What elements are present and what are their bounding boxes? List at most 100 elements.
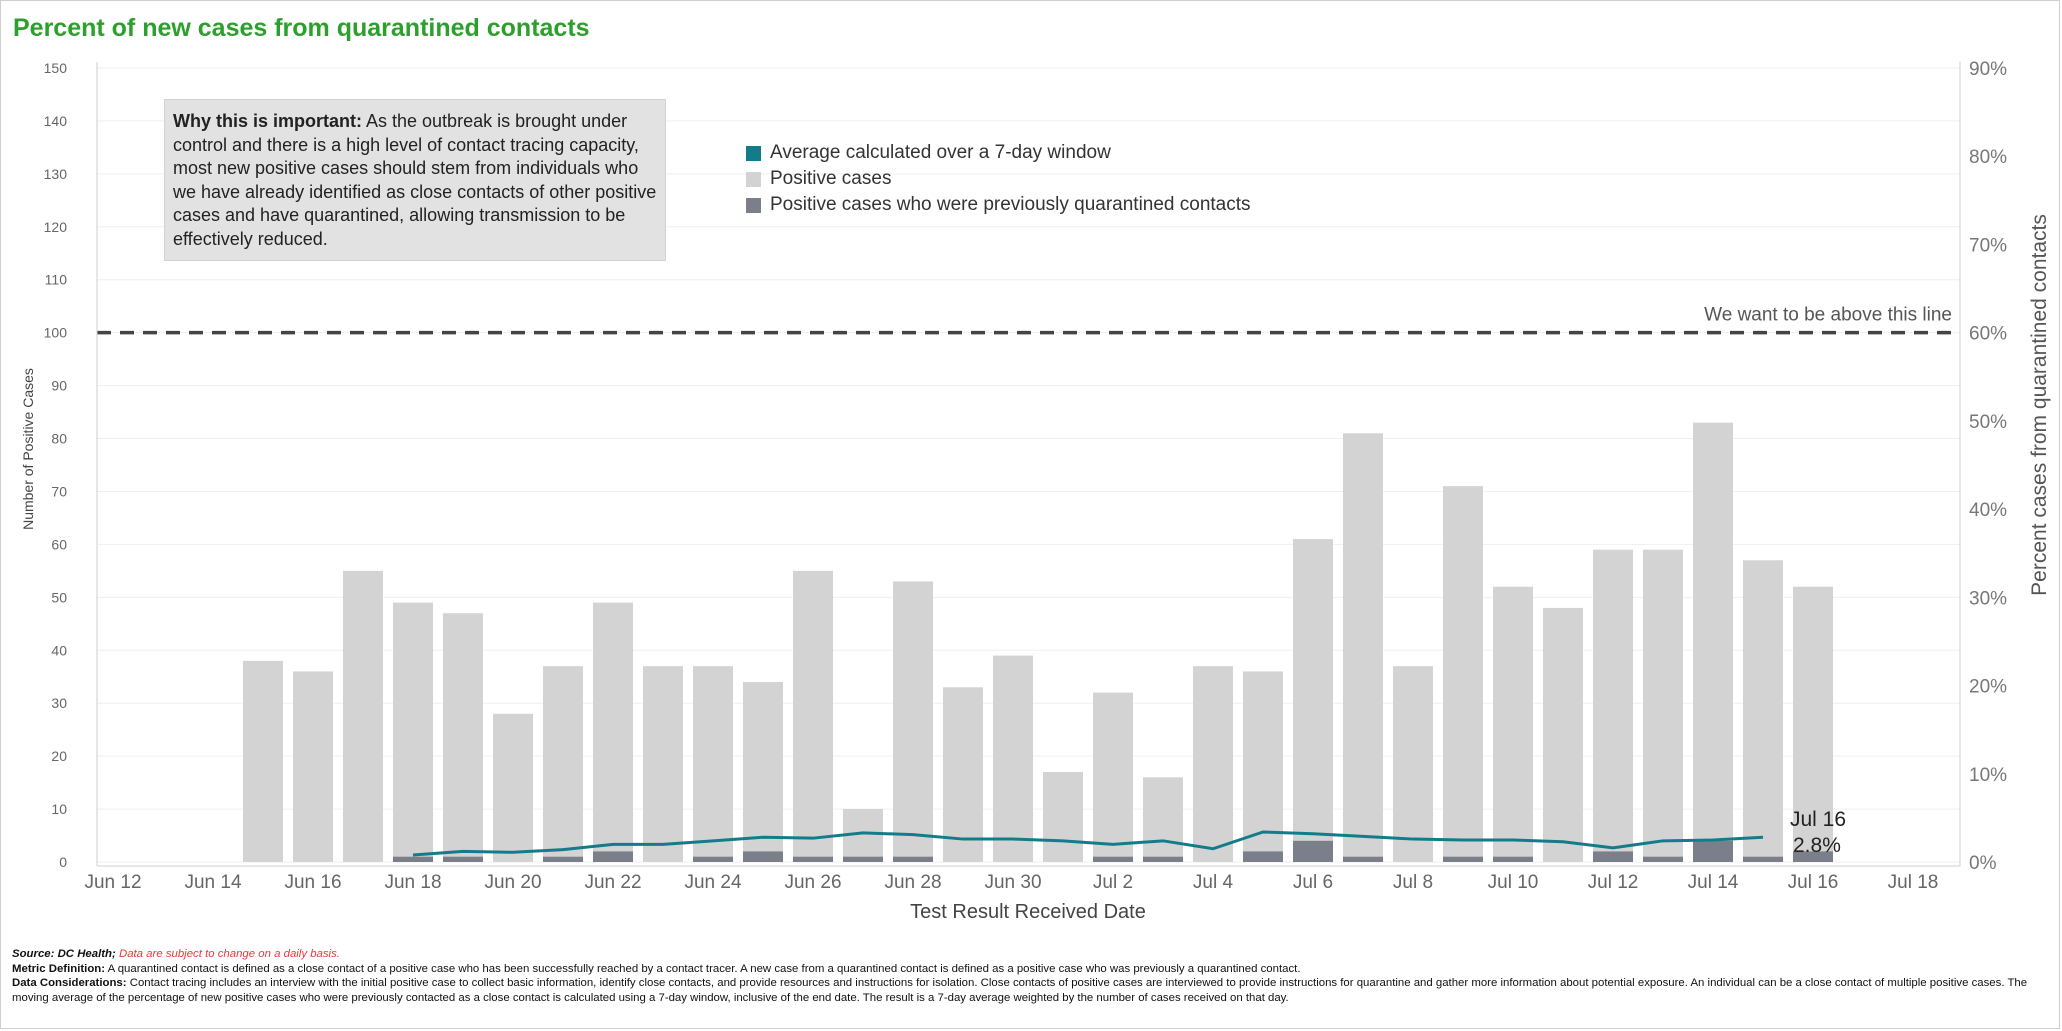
x-tick-label: Jun 30	[984, 872, 1041, 893]
y-tick-label: 10	[51, 801, 67, 817]
y2-tick-label: 20%	[1969, 677, 2007, 698]
y2-axis-title: Percent cases from quarantined contacts	[2028, 214, 2051, 596]
y2-tick-label: 50%	[1969, 412, 2007, 433]
bar-positive-cases	[1393, 666, 1433, 862]
y2-tick-label: 90%	[1969, 59, 2007, 80]
bar-quarantined-cases	[393, 856, 433, 862]
y-tick-label: 120	[44, 219, 68, 235]
bar-positive-cases	[1293, 539, 1333, 862]
bar-quarantined-cases	[793, 856, 833, 862]
data-considerations: Data Considerations: Contact tracing inc…	[12, 976, 2052, 1005]
data-label: Data Considerations:	[12, 977, 127, 989]
y2-tick-label: 30%	[1969, 588, 2007, 609]
bar-positive-cases	[793, 570, 833, 862]
bar-positive-cases	[943, 687, 983, 862]
source-warning: Data are subject to change on a daily ba…	[115, 948, 340, 960]
y-tick-label: 70	[51, 483, 67, 499]
bar-quarantined-cases	[843, 856, 883, 862]
y-tick-label: 130	[44, 166, 68, 182]
metric-definition: Metric Definition: A quarantined contact…	[12, 962, 2052, 977]
bar-quarantined-cases	[1343, 856, 1383, 862]
bar-quarantined-cases	[1743, 856, 1783, 862]
bar-quarantined-cases	[743, 851, 783, 862]
metric-text: A quarantined contact is defined as a cl…	[105, 962, 1301, 975]
bar-positive-cases	[543, 666, 583, 862]
bar-positive-cases	[693, 666, 733, 862]
x-tick-label: Jul 14	[1688, 872, 1739, 893]
x-tick-label: Jul 4	[1193, 872, 1234, 893]
y-tick-label: 150	[44, 60, 68, 76]
bar-positive-cases	[1143, 777, 1183, 862]
bar-positive-cases	[1243, 671, 1283, 862]
x-tick-label: Jun 26	[784, 872, 841, 893]
legend-item-quarantined[interactable]: Positive cases who were previously quara…	[746, 192, 1251, 218]
annotation-date: Jul 16	[1790, 808, 1846, 831]
source-line: Source: DC Health; Data are subject to c…	[12, 947, 2052, 962]
legend-swatch-quarantined	[746, 197, 761, 213]
annotation-value: 2.8%	[1793, 834, 1841, 857]
bar-positive-cases	[1343, 433, 1383, 862]
legend-swatch-average	[746, 145, 761, 161]
bar-positive-cases	[343, 570, 383, 862]
bar-positive-cases	[293, 671, 333, 862]
x-tick-label: Jun 14	[184, 872, 241, 893]
bar-positive-cases	[1193, 666, 1233, 862]
x-axis-title: Test Result Received Date	[910, 901, 1146, 923]
bar-positive-cases	[1793, 586, 1833, 862]
x-tick-label: Jun 16	[284, 872, 341, 893]
bar-quarantined-cases	[1093, 856, 1133, 862]
bar-quarantined-cases	[893, 856, 933, 862]
legend-swatch-positive	[746, 171, 761, 187]
y-tick-label: 30	[51, 695, 67, 711]
bar-positive-cases	[1643, 549, 1683, 862]
bar-positive-cases	[393, 602, 433, 862]
bars-layer	[243, 422, 1833, 862]
bar-quarantined-cases	[1693, 840, 1733, 862]
bar-quarantined-cases	[1493, 856, 1533, 862]
bar-quarantined-cases	[1443, 856, 1483, 862]
bar-quarantined-cases	[1643, 856, 1683, 862]
bar-positive-cases	[243, 660, 283, 862]
reference-line-label: We want to be above this line	[1704, 305, 1952, 326]
average-line	[412, 830, 1764, 857]
bar-positive-cases	[993, 655, 1033, 862]
bar-positive-cases	[1543, 607, 1583, 862]
y-tick-label: 0	[59, 854, 67, 870]
bar-positive-cases	[743, 682, 783, 862]
bar-positive-cases	[1693, 422, 1733, 862]
why-important-box: Why this is important: As the outbreak i…	[164, 99, 666, 261]
why-text: As the outbreak is brought under control…	[173, 111, 657, 249]
y2-tick-label: 60%	[1969, 324, 2007, 345]
bar-positive-cases	[893, 581, 933, 862]
bar-positive-cases	[1093, 692, 1133, 862]
legend-label-quarantined: Positive cases who were previously quara…	[770, 194, 1251, 215]
legend-item-positive[interactable]: Positive cases	[746, 166, 1251, 192]
y-tick-label: 40	[51, 642, 67, 658]
x-tick-label: Jun 12	[84, 872, 141, 893]
bar-positive-cases	[1493, 586, 1533, 862]
y-tick-label: 20	[51, 748, 67, 764]
x-tick-label: Jun 20	[484, 872, 541, 893]
why-heading: Why this is important:	[173, 111, 362, 131]
y-tick-label: 60	[51, 536, 67, 552]
x-tick-label: Jul 12	[1588, 872, 1639, 893]
x-tick-label: Jun 22	[584, 872, 641, 893]
bar-positive-cases	[1043, 772, 1083, 862]
bar-quarantined-cases	[443, 856, 483, 862]
x-tick-label: Jul 2	[1093, 872, 1133, 893]
bar-quarantined-cases	[1593, 851, 1633, 862]
chart-title: Percent of new cases from quarantined co…	[13, 14, 590, 42]
x-tick-label: Jul 10	[1488, 872, 1539, 893]
x-tick-label: Jul 6	[1293, 872, 1333, 893]
average-line-layer: We want to be above this line Jul 16 2.8%	[97, 305, 1960, 857]
legend-item-average[interactable]: Average calculated over a 7-day window	[746, 140, 1251, 166]
bar-quarantined-cases	[693, 856, 733, 862]
y2-tick-label: 40%	[1969, 500, 2007, 521]
bar-positive-cases	[1593, 549, 1633, 862]
y-tick-label: 110	[45, 272, 68, 288]
legend-label-average: Average calculated over a 7-day window	[770, 142, 1111, 163]
y2-tick-label: 0%	[1969, 853, 1997, 874]
data-text: Contact tracing includes an interview wi…	[12, 977, 2028, 1004]
x-tick-label: Jun 24	[684, 872, 741, 893]
